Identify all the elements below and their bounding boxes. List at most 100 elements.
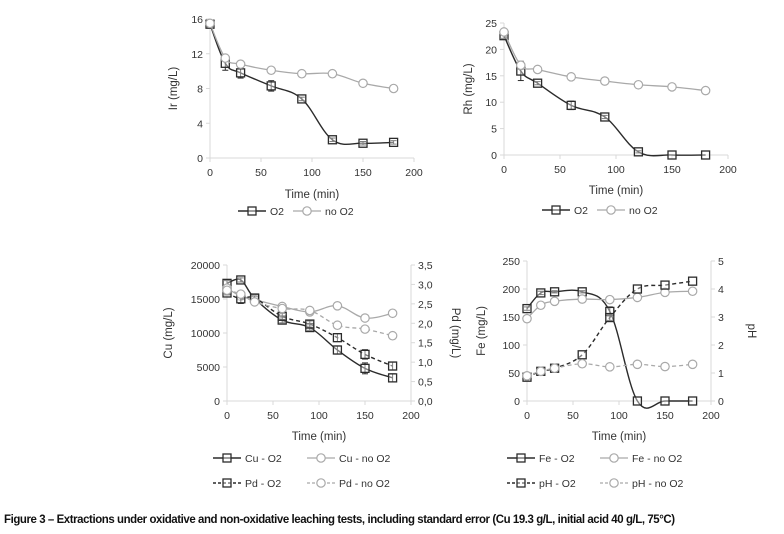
legend-label: O2: [574, 205, 588, 217]
y-tick-label: 20000: [191, 260, 220, 272]
y-tick-label: 200: [502, 284, 520, 296]
x-tick-label: 200: [719, 164, 737, 176]
data-point: [535, 366, 546, 377]
data-point: [277, 303, 287, 314]
data-point: [332, 320, 343, 331]
data-point: [522, 303, 532, 314]
legend-sample-marker: [316, 478, 326, 488]
y2-tick-label: 1,0: [418, 357, 433, 369]
data-point: [632, 292, 643, 303]
legend-sample-marker: [302, 206, 312, 216]
data-point: [387, 308, 398, 319]
data-point: [566, 72, 576, 82]
y2-tick-label: 3: [718, 312, 724, 324]
series-fe---o2: [522, 287, 698, 409]
y2-tick-label: 0,0: [418, 396, 433, 408]
y-tick-label: 50: [508, 368, 520, 380]
data-point: [387, 361, 398, 371]
legend-label: Fe - no O2: [632, 453, 682, 465]
x-tick-label: 0: [524, 410, 530, 422]
legend-sample-marker: [316, 453, 326, 463]
x-tick-label: 200: [702, 410, 720, 422]
y2-tick-label: 0,5: [418, 377, 433, 389]
y2-axis-title: pH: [745, 324, 757, 339]
data-point: [388, 137, 399, 148]
data-point: [499, 27, 509, 37]
legend-sample-marker: [247, 206, 257, 216]
x-tick-label: 150: [356, 410, 374, 422]
y-tick-label: 100: [502, 340, 520, 352]
legend: Cu - O2 Cu - no O2 Pd - O2 Pd - no O2: [213, 453, 391, 490]
chart-cu-pd: 0 50 100 150 200 0 5000 10000 15000 20000 0,0 0,5 1,…: [163, 260, 461, 490]
series-cu---no-o2: [222, 283, 398, 323]
x-tick-label: 50: [567, 410, 579, 422]
y2-tick-label: 2: [718, 340, 724, 352]
data-point: [360, 313, 370, 323]
series-no-o2: [205, 18, 399, 94]
y-tick-label: 20: [485, 44, 497, 56]
chart-rh: 0 50 100 150 200 0 5 10 15 20 25 Time (min) Rh (mg/L…: [463, 18, 737, 217]
data-point: [667, 150, 677, 160]
x-tick-label: 100: [303, 167, 321, 179]
y2-tick-label: 5: [718, 256, 724, 268]
y2-tick-label: 3,0: [418, 279, 433, 291]
data-point: [660, 361, 670, 372]
data-point: [358, 78, 368, 89]
y2-tick-label: 1,5: [418, 338, 433, 350]
y2-tick-label: 4: [718, 284, 724, 296]
x-tick-label: 100: [607, 164, 625, 176]
chart-ir: 0 50 100 150 200 0 4 8 12 16 Time (min) Ir (mg/L) O2…: [168, 14, 423, 218]
data-point: [605, 312, 615, 323]
data-point: [266, 81, 276, 91]
data-point: [332, 333, 343, 343]
y-tick-label: 0: [491, 150, 497, 162]
data-point: [536, 288, 546, 298]
data-point: [700, 85, 711, 96]
y-tick-label: 4: [197, 118, 203, 130]
x-tick-label: 150: [656, 410, 674, 422]
x-tick-label: 50: [255, 167, 267, 179]
y-tick-label: 12: [191, 49, 203, 61]
x-tick-label: 150: [354, 167, 372, 179]
legend-sample-marker: [606, 205, 616, 215]
y-tick-label: 150: [502, 312, 520, 324]
data-point: [687, 286, 698, 297]
legend-sample-marker: [609, 478, 619, 488]
x-axis-title: Time (min): [292, 431, 347, 443]
legend: Fe - O2 Fe - no O2 pH - O2 pH - no O2: [507, 453, 684, 490]
x-tick-label: 100: [610, 410, 628, 422]
data-point: [297, 94, 307, 104]
data-point: [522, 370, 532, 381]
legend-label: no O2: [629, 205, 658, 217]
x-axis-title: Time (min): [589, 185, 644, 197]
legend-sample-marker: [516, 453, 526, 463]
legend-label: Cu - O2: [245, 453, 282, 465]
data-point: [249, 297, 260, 307]
y-tick-label: 10: [485, 97, 497, 109]
y-tick-label: 0: [514, 396, 520, 408]
data-point: [277, 311, 287, 321]
data-point: [266, 65, 276, 76]
legend-label: Cu - no O2: [339, 453, 391, 465]
data-point: [566, 100, 576, 111]
series-line: [209, 23, 394, 90]
x-tick-label: 150: [663, 164, 681, 176]
data-point: [549, 287, 560, 297]
data-point: [667, 82, 677, 92]
legend-label: no O2: [325, 206, 354, 218]
data-point: [599, 76, 610, 86]
data-point: [632, 396, 643, 406]
data-point: [535, 300, 546, 311]
data-point: [358, 138, 368, 148]
legend: O2 no O2: [238, 206, 354, 218]
data-point: [236, 289, 246, 299]
y-tick-label: 0: [214, 396, 220, 408]
y-tick-label: 5: [491, 124, 497, 136]
data-point: [235, 68, 246, 78]
data-point: [604, 294, 615, 305]
y-tick-label: 8: [197, 84, 203, 96]
data-point: [360, 324, 370, 334]
legend-label: O2: [270, 206, 284, 218]
x-tick-label: 0: [501, 164, 507, 176]
